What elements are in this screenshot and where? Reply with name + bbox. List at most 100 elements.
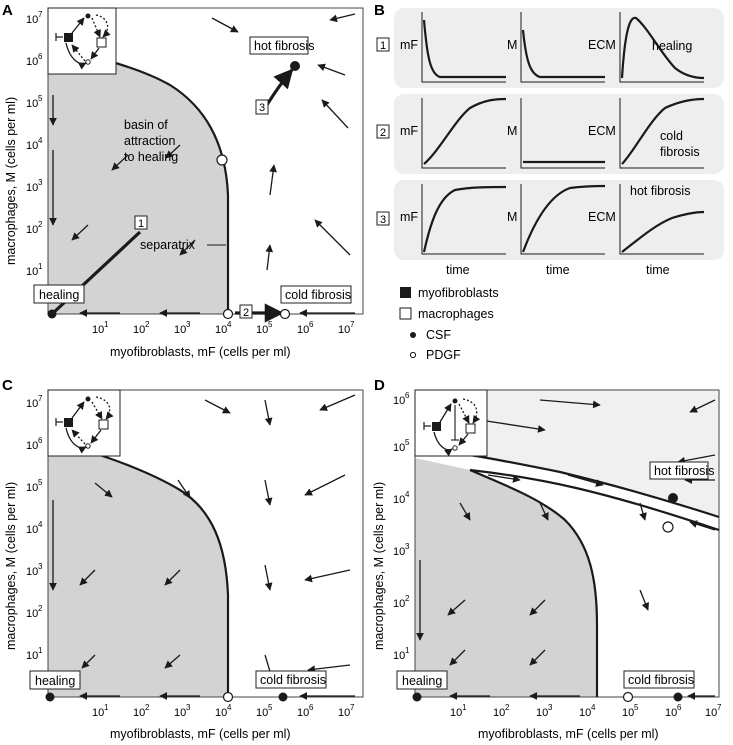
svg-text:3: 3	[186, 320, 191, 329]
svg-text:10: 10	[665, 707, 677, 719]
flow-arrow	[529, 599, 546, 616]
svg-text:10: 10	[705, 707, 717, 719]
healing-box-c	[29, 670, 81, 690]
hot-fibrosis-label-a: hot fibrosis	[254, 39, 314, 53]
healing-point-d	[412, 692, 422, 702]
curve-r3-m	[521, 184, 606, 253]
svg-text:4: 4	[405, 490, 410, 499]
legend-myofibroblasts-swatch	[400, 287, 411, 298]
flow-arrow	[269, 164, 277, 196]
curve-r2-mf	[423, 97, 507, 165]
trajectory-3	[263, 68, 294, 109]
legend-csf: CSF	[426, 328, 451, 342]
flow-arrow	[307, 664, 351, 674]
label-r3-mf: mF	[400, 210, 418, 224]
flow-arrow	[164, 654, 181, 669]
svg-text:10: 10	[26, 182, 38, 194]
svg-text:1: 1	[405, 646, 410, 655]
svg-text:10: 10	[622, 707, 634, 719]
separatrix-d-lower	[469, 468, 720, 532]
x-axis-label-c: myofibroblasts, mF (cells per ml)	[110, 727, 291, 741]
time-label-3: time	[646, 263, 670, 277]
plot-frame-d	[414, 389, 720, 698]
cold-fibrosis-label-c: cold fibrosis	[260, 673, 326, 687]
y-ticks-c: 10 1 10 2 10 3 10 4 10 5 10 6 10 7	[26, 394, 43, 662]
svg-text:10: 10	[536, 707, 548, 719]
label-r1-m: M	[507, 38, 517, 52]
label-r2-ecm: ECM	[588, 124, 616, 138]
flow-arrow	[639, 502, 647, 521]
flow-arrow	[689, 399, 716, 413]
time-label-1: time	[446, 263, 470, 277]
hot-fibrosis-point	[290, 61, 300, 71]
flow-arrow	[111, 154, 129, 171]
curve-r2-ecm	[621, 97, 705, 165]
note-cold-2: fibrosis	[660, 145, 700, 159]
svg-text:10: 10	[26, 98, 38, 110]
x-axis-label-d: myofibroblasts, mF (cells per ml)	[478, 727, 659, 741]
legend-macrophages-swatch	[399, 307, 412, 320]
svg-text:10: 10	[215, 707, 227, 719]
flow-arrow	[447, 599, 466, 616]
flow-arrow	[94, 482, 113, 498]
unstable-point-d	[622, 691, 634, 703]
flow-arrow	[177, 479, 191, 499]
svg-text:7: 7	[717, 703, 722, 712]
svg-text:10: 10	[174, 324, 186, 336]
legend-pdgf: PDGF	[426, 348, 461, 362]
flow-arrow	[211, 17, 239, 33]
svg-text:10: 10	[338, 324, 350, 336]
circuit-inset-d	[414, 389, 488, 457]
healing-box-a	[33, 284, 85, 304]
svg-text:5: 5	[405, 438, 410, 447]
svg-text:10: 10	[26, 608, 38, 620]
svg-text:2: 2	[38, 604, 43, 613]
separatrix-d	[469, 468, 599, 697]
svg-text:6: 6	[677, 703, 682, 712]
basin-d	[415, 458, 597, 697]
cold-fibrosis-box-a	[280, 285, 352, 304]
row-num-2: 2	[380, 127, 386, 139]
svg-text:4: 4	[227, 703, 232, 712]
svg-text:3: 3	[548, 703, 553, 712]
svg-text:10: 10	[493, 707, 505, 719]
cold-fibrosis-point-d	[673, 692, 683, 702]
flow-arrow	[319, 394, 356, 411]
unstable-point	[222, 308, 234, 320]
basin-label-1: basin of	[124, 118, 168, 132]
flow-arrow	[264, 479, 273, 506]
cold-fibrosis-box-d	[623, 670, 695, 689]
label-r3-ecm: ECM	[588, 210, 616, 224]
curve-r1-mf	[422, 19, 506, 79]
y-axis-label-c: macrophages, M (cells per ml)	[4, 482, 18, 650]
healing-box-d	[396, 670, 448, 690]
svg-text:10: 10	[133, 707, 145, 719]
svg-text:10: 10	[450, 707, 462, 719]
svg-text:4: 4	[591, 703, 596, 712]
svg-text:10: 10	[26, 56, 38, 68]
row-bg-2	[394, 94, 724, 174]
svg-text:10: 10	[215, 324, 227, 336]
flow-arrow	[264, 399, 273, 426]
flow-arrow	[179, 239, 196, 256]
svg-text:6: 6	[309, 703, 314, 712]
flow-arrow	[304, 569, 351, 583]
x-ticks-c: 10 1 10 2 10 3 10 4 10 5 10 6 10 7	[92, 703, 355, 719]
label-r2-m: M	[507, 124, 517, 138]
circuit-inset-a	[47, 7, 117, 75]
curve-r3-mf	[422, 185, 507, 253]
note-hot: hot fibrosis	[630, 184, 690, 198]
svg-text:10: 10	[297, 707, 309, 719]
svg-text:10: 10	[26, 14, 38, 26]
svg-text:2: 2	[38, 220, 43, 229]
cold-fibrosis-point-c	[278, 692, 288, 702]
flow-arrow	[677, 454, 716, 465]
panel-label-b: B	[374, 2, 385, 19]
flow-arrow	[164, 569, 181, 586]
svg-text:2: 2	[145, 703, 150, 712]
traj-1-label: 1	[138, 218, 144, 230]
svg-text:10: 10	[92, 324, 104, 336]
x-ticks-d: 10 1 10 2 10 3 10 4 10 5 10 6 10 7	[450, 703, 722, 719]
svg-text:10: 10	[338, 707, 350, 719]
